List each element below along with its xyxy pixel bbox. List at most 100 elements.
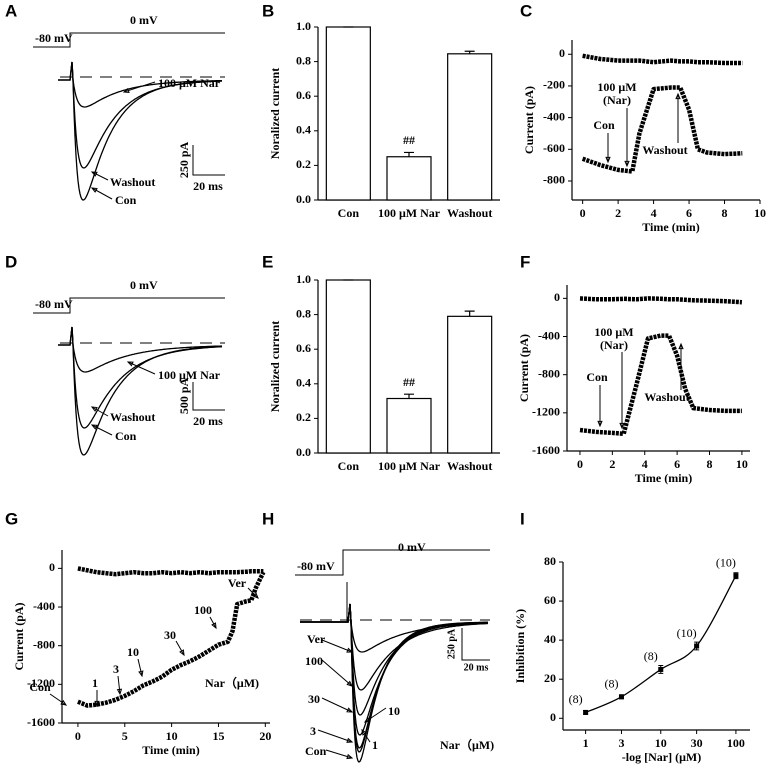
y-tick-label: 0.6 [296,88,311,102]
x-axis-label: -log [Nar] (μM) [622,750,701,764]
arrow-head [624,160,630,168]
fit-curve [585,575,737,714]
annotation: Ver [228,576,247,590]
annotation: (Nar) [603,93,631,107]
annotation: Washout [644,390,689,404]
arrow-head [346,707,354,713]
bar [386,156,432,201]
arrow [91,187,113,200]
trace-label: Washout [110,175,155,189]
y-tick-label: 60 [544,593,556,607]
current-trace [300,603,488,691]
annotation: 100 μM [594,325,633,339]
arrow-head [361,728,368,736]
scale-label: 20 ms [193,414,223,428]
y-tick-label: -200 [543,78,565,92]
arrow [49,693,67,706]
y-tick-label: 0.4 [296,123,311,137]
x-tick-label: 4 [642,457,648,471]
current-trace [58,61,222,108]
y-tick-label: 0.2 [296,157,311,171]
y-tick-label: -800 [543,173,565,187]
trace-label: Washout [110,410,155,424]
panel-letter: D [5,252,17,271]
arrow-head [122,87,130,94]
point-label: (10) [716,555,736,569]
current-trace [579,333,742,437]
y-tick-label: -400 [33,599,55,613]
y-tick-label: 40 [544,632,556,646]
annotation: Con [29,680,51,694]
x-tick-label: 5 [122,729,128,743]
panel-letter: G [5,509,18,528]
scale-bar [192,382,225,411]
arrow-head [211,622,217,630]
arrow-head [597,420,603,428]
arrow-head [94,700,100,708]
data-point [733,573,739,579]
panel-letter: I [520,509,525,528]
current-trace [77,566,264,577]
arrow [91,171,109,181]
x-tick-label: 10 [655,736,667,750]
annotation: 30 [164,628,176,642]
x-tick-label: Con [338,459,360,473]
annotation: Washout [642,143,687,157]
arrow-head [346,737,354,743]
panel-letter: A [5,1,17,20]
bar [447,315,493,454]
data-point [618,694,624,700]
trace-label: Con [115,193,137,207]
arrow [175,640,185,656]
arrow [123,81,156,93]
x-tick-label: 100 [727,736,745,750]
x-tick-label: Washout [447,206,492,220]
x-tick-label: 100 μM Nar [378,206,441,220]
arrow [325,749,353,759]
scale-label: 250 pA [446,628,457,659]
annotation: 3 [113,662,119,676]
x-tick-label: 100 μM Nar [378,459,441,473]
point-label: (8) [569,692,583,706]
x-tick-label: 0 [75,729,81,743]
error-bar [464,310,475,317]
arrow-head [619,422,625,430]
arrow [91,424,113,436]
trace-label: 1 [372,738,378,752]
y-tick-label: 0.8 [296,53,311,67]
y-axis-label: Noralized current [268,68,282,159]
x-tick-label: 10 [754,206,766,220]
arrow-head [116,688,123,696]
scale-label: 20 ms [464,662,489,673]
data-point [694,643,700,649]
arrow [209,616,217,629]
x-tick-label: 6 [674,457,680,471]
arrow [321,659,353,687]
point-label: (8) [644,649,658,663]
y-tick-label: 0.0 [296,445,311,459]
arrow [361,729,371,743]
voltage-label: 0 mV [398,540,426,554]
arrow [317,729,353,743]
trace-label: Ver [307,632,326,646]
data-point [658,666,664,672]
current-trace [58,326,223,456]
bar [447,53,493,201]
x-axis-label: Time (min) [635,471,692,485]
x-tick-label: 0 [580,206,586,220]
x-tick-label: 2 [609,457,615,471]
current-trace [58,326,222,373]
annotation: ## [403,133,415,147]
y-tick-label: -600 [543,141,565,155]
x-tick-label: 4 [651,206,657,220]
trace-label: 100 μM Nar [158,76,221,90]
y-tick-label: 80 [544,554,556,568]
x-axis-label: Time (min) [142,743,199,757]
arrow-head [675,92,681,100]
y-tick-label: -1200 [532,405,560,419]
panel-letter: E [262,252,273,271]
arrow-head [678,342,684,350]
x-tick-label: 0 [577,457,583,471]
y-tick-label: -400 [538,328,560,342]
